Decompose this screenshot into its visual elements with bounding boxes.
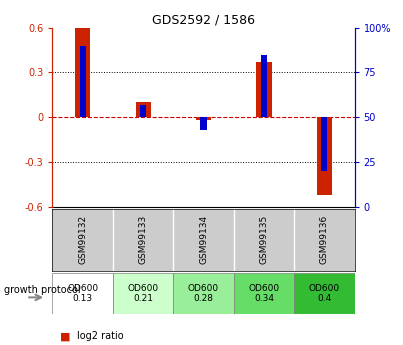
Bar [135, 102, 151, 117]
Bar [294, 273, 355, 314]
Text: GSM99132: GSM99132 [78, 215, 87, 264]
Text: GSM99136: GSM99136 [320, 215, 329, 264]
Text: growth protocol: growth protocol [4, 285, 81, 295]
Bar [75, 28, 90, 117]
Bar [261, 55, 267, 117]
Text: OD600
0.28: OD600 0.28 [188, 284, 219, 303]
Bar [201, 117, 206, 130]
Bar [317, 117, 332, 195]
Bar [52, 273, 113, 314]
Text: OD600
0.34: OD600 0.34 [248, 284, 280, 303]
Bar [80, 46, 86, 117]
Text: GSM99134: GSM99134 [199, 215, 208, 264]
Bar [322, 117, 327, 171]
Bar [140, 105, 146, 117]
Text: log2 ratio: log2 ratio [77, 332, 123, 341]
Text: OD600
0.4: OD600 0.4 [309, 284, 340, 303]
Bar [113, 273, 173, 314]
Text: OD600
0.21: OD600 0.21 [127, 284, 159, 303]
Text: GSM99135: GSM99135 [260, 215, 268, 264]
Text: OD600
0.13: OD600 0.13 [67, 284, 98, 303]
Bar [234, 273, 294, 314]
Bar [173, 273, 234, 314]
Text: GSM99133: GSM99133 [139, 215, 147, 264]
Title: GDS2592 / 1586: GDS2592 / 1586 [152, 13, 255, 27]
Text: ■: ■ [60, 332, 71, 341]
Bar [196, 117, 211, 120]
Bar [256, 62, 272, 117]
